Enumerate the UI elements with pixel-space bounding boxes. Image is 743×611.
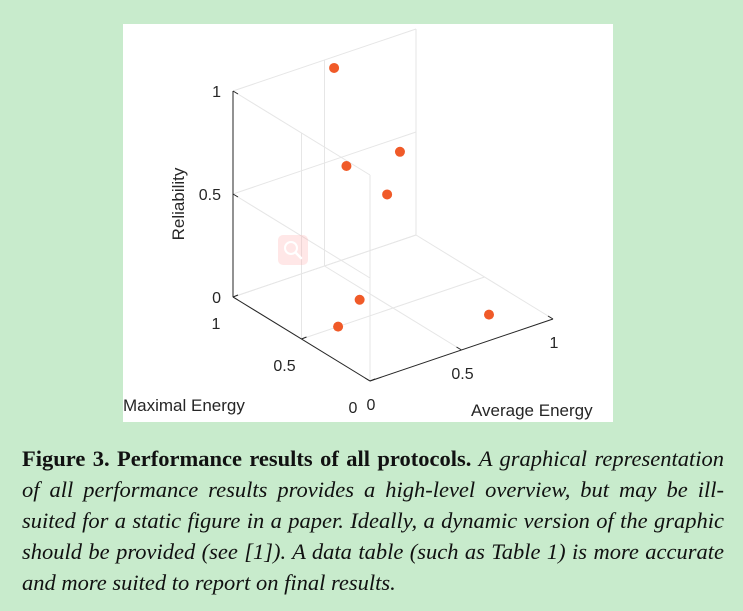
y-tick-mark: [369, 378, 376, 382]
x-tick-label: 0.5: [451, 366, 473, 383]
side-wall-grid-line: [232, 90, 371, 176]
back-wall-grid-line: [232, 131, 417, 195]
data-points[interactable]: [329, 62, 494, 332]
data-point[interactable]: [382, 189, 393, 200]
x-tick-mark: [547, 315, 554, 320]
caption-body: A graphical representation of all perfor…: [22, 446, 725, 595]
side-wall-grid-line: [232, 193, 371, 279]
data-point[interactable]: [329, 62, 340, 73]
figure-caption: Figure 3. Performance results of all pro…: [22, 443, 724, 598]
scatter-3d-chart[interactable]: 0 0.5 1 0 0.5 1 0 0.5 1 Reliability Maximal Ener…: [123, 24, 613, 422]
z-tick-mark: [232, 90, 239, 95]
z-tick-mark: [232, 296, 239, 301]
z-tick-mark: [232, 193, 239, 198]
x-tick-label: 1: [550, 335, 559, 352]
y-tick-label: 0.5: [273, 358, 295, 375]
data-point[interactable]: [341, 161, 352, 171]
z-tick-label: 0.5: [199, 187, 221, 204]
axis-layer: [232, 90, 554, 382]
z-tick-label: 0: [212, 290, 221, 307]
magnifier-icon: [284, 241, 303, 260]
y-tick-mark: [232, 294, 239, 298]
y-axis-label: Maximal Energy: [123, 396, 245, 415]
y-tick-label: 1: [212, 316, 221, 333]
data-point[interactable]: [333, 321, 344, 332]
y-tick-mark: [301, 336, 307, 340]
x-tick-label: 0: [367, 397, 376, 414]
data-point[interactable]: [394, 146, 405, 157]
x-tick-mark: [364, 377, 371, 382]
z-axis-label: Reliability: [169, 167, 188, 240]
back-wall-grid-line: [232, 28, 417, 92]
caption-title: Figure 3. Performance results of all pro…: [22, 446, 472, 471]
x-tick-mark: [456, 346, 462, 351]
grid-layer: [232, 28, 554, 382]
y-tick-label: 0: [349, 400, 358, 417]
floor-grid-line: [301, 276, 485, 340]
tick-label-layer: 0 0.5 1 0 0.5 1 0 0.5 1: [199, 84, 559, 417]
figure-panel: 0 0.5 1 0 0.5 1 0 0.5 1 Reliability Maximal Ener…: [123, 24, 613, 422]
zoom-button[interactable]: [278, 235, 308, 265]
x-axis-label: Average Energy: [471, 401, 593, 420]
data-point[interactable]: [354, 294, 365, 305]
back-wall-grid-line: [232, 234, 417, 298]
data-point[interactable]: [484, 309, 494, 320]
z-tick-label: 1: [212, 84, 221, 101]
